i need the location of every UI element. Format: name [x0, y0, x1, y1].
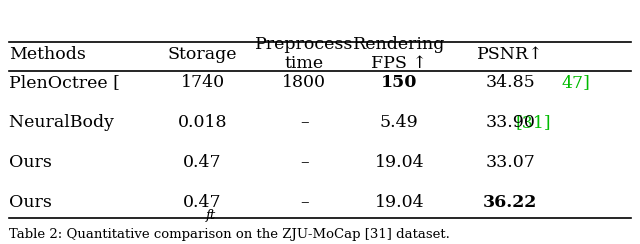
Text: 47]: 47]: [561, 74, 590, 91]
Text: 34.85: 34.85: [486, 74, 535, 91]
Text: Ours: Ours: [9, 194, 52, 211]
Text: PSNR↑: PSNR↑: [477, 46, 543, 63]
Text: 19.04: 19.04: [374, 154, 424, 171]
Text: 33.07: 33.07: [485, 154, 535, 171]
Text: Ours: Ours: [9, 154, 52, 171]
Text: Preprocess
time: Preprocess time: [255, 36, 353, 72]
Text: –: –: [300, 194, 308, 211]
Text: Rendering
FPS ↑: Rendering FPS ↑: [353, 36, 445, 72]
Text: ft: ft: [206, 209, 216, 222]
Text: –: –: [300, 114, 308, 131]
Text: 1740: 1740: [180, 74, 225, 91]
Text: 0.47: 0.47: [183, 194, 222, 211]
Text: 150: 150: [381, 74, 417, 91]
Text: 36.22: 36.22: [483, 194, 538, 211]
Text: NeuralBody: NeuralBody: [9, 114, 120, 131]
Text: 5.49: 5.49: [380, 114, 419, 131]
Text: Table 2: Quantitative comparison on the ZJU-MoCap [31] dataset.: Table 2: Quantitative comparison on the …: [9, 228, 450, 241]
Text: Methods: Methods: [9, 46, 86, 63]
Text: 1800: 1800: [282, 74, 326, 91]
Text: [31]: [31]: [515, 114, 550, 131]
Text: 0.47: 0.47: [183, 154, 222, 171]
Text: 33.90: 33.90: [485, 114, 535, 131]
Text: PlenOctree [: PlenOctree [: [9, 74, 120, 91]
Text: Storage: Storage: [168, 46, 237, 63]
Text: –: –: [300, 154, 308, 171]
Text: 19.04: 19.04: [374, 194, 424, 211]
Text: 0.018: 0.018: [178, 114, 227, 131]
